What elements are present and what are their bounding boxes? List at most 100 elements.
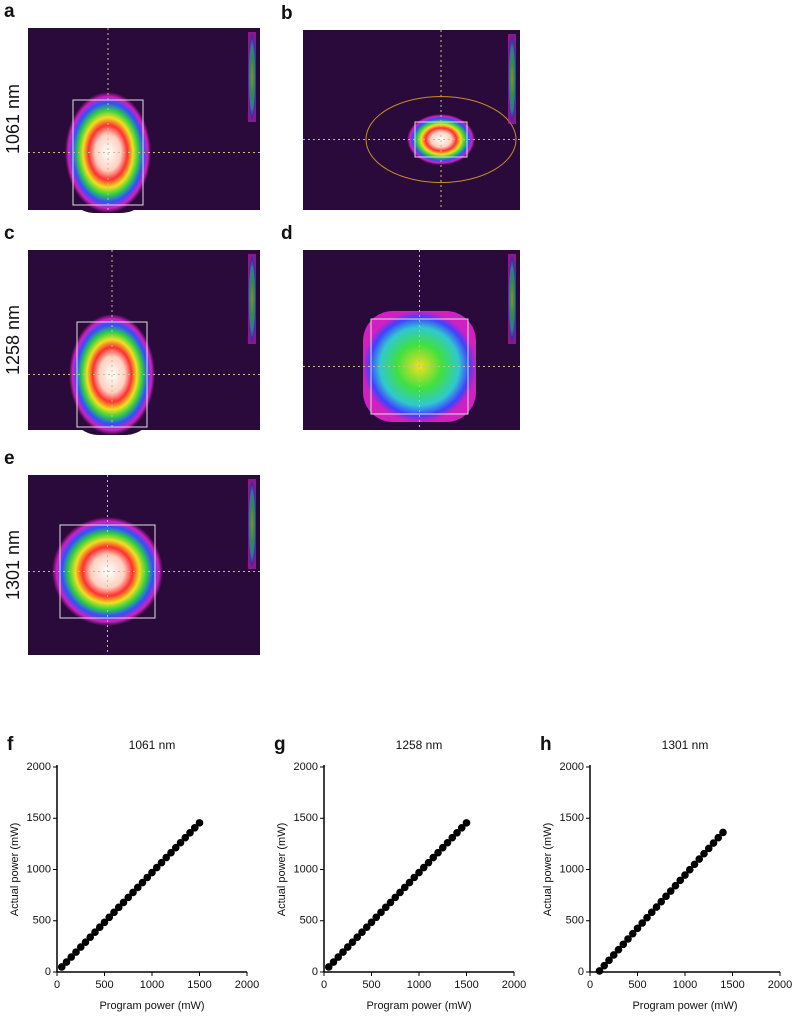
x-axis-label: Program power (mW) [366, 1000, 471, 1012]
data-point [57, 963, 66, 971]
data-point [157, 858, 166, 867]
data-point [685, 865, 694, 874]
x-tick-label: 1000 [407, 979, 431, 991]
panel-letter: d [281, 223, 293, 244]
x-tick-label: 1500 [720, 979, 744, 991]
data-point [643, 913, 651, 922]
data-point [429, 853, 438, 862]
x-tick-label: 1500 [454, 979, 478, 991]
x-tick-label: 500 [628, 979, 646, 991]
data-point [647, 908, 656, 917]
data-point [424, 858, 433, 867]
data-point [453, 829, 461, 837]
x-tick-label: 2000 [502, 979, 526, 991]
data-point [181, 833, 190, 842]
data-point [410, 873, 419, 882]
panel-letter: g [274, 734, 286, 755]
data-point [329, 958, 338, 966]
data-point [95, 923, 104, 932]
y-tick-label: 500 [566, 915, 584, 927]
data-point [719, 828, 727, 837]
data-point [72, 948, 80, 956]
data-point [434, 848, 442, 857]
data-point [105, 913, 114, 922]
data-point [334, 953, 343, 961]
data-point [619, 940, 628, 949]
chart-title: 1258 nm [396, 738, 443, 752]
y-tick-label: 0 [578, 966, 584, 978]
y-axis-label: Actual power (mW) [9, 823, 21, 917]
panel-letter: b [281, 3, 293, 24]
data-point [171, 843, 180, 852]
data-point [114, 903, 123, 912]
data-point [633, 924, 642, 933]
data-point [666, 887, 675, 895]
data-point [700, 849, 708, 858]
data-point [695, 855, 704, 863]
data-point [609, 951, 618, 959]
y-tick-label: 1500 [560, 812, 584, 824]
panel-letter: e [4, 448, 15, 469]
y-tick-label: 0 [312, 966, 318, 978]
y-tick-label: 2000 [27, 761, 51, 773]
y-tick-label: 1500 [27, 812, 51, 824]
data-point [419, 863, 428, 872]
data-point [186, 829, 194, 837]
data-point [86, 933, 95, 941]
data-point [133, 883, 142, 892]
x-tick-label: 0 [54, 979, 60, 991]
data-point [119, 898, 128, 907]
data-point [162, 853, 171, 862]
data-point [415, 868, 423, 877]
data-point [324, 963, 333, 971]
x-tick-label: 1500 [187, 979, 211, 991]
y-tick-label: 1500 [294, 812, 318, 824]
color-scale [248, 254, 256, 344]
data-point [690, 860, 699, 869]
row-label: 1258 nm [3, 305, 23, 375]
color-scale [508, 254, 516, 344]
data-point [657, 897, 666, 906]
x-axis-label: Program power (mW) [99, 1000, 204, 1012]
panel-letter: a [4, 1, 15, 22]
color-scale [248, 479, 256, 569]
data-point [152, 863, 161, 872]
data-point [704, 844, 713, 853]
data-point [167, 848, 175, 857]
x-tick-label: 500 [95, 979, 113, 991]
x-tick-label: 0 [321, 979, 327, 991]
data-point [110, 908, 118, 917]
data-point [91, 928, 99, 937]
row-label: 1301 nm [3, 530, 23, 600]
row-label: 1061 nm [3, 84, 23, 154]
data-point [709, 839, 718, 847]
data-point [624, 935, 632, 943]
y-tick-label: 1000 [27, 863, 51, 875]
data-point [190, 823, 199, 832]
panel-letter: f [7, 734, 14, 755]
data-point [362, 923, 371, 932]
data-point [76, 943, 85, 951]
data-point [638, 919, 647, 927]
data-point [81, 938, 90, 946]
y-tick-label: 500 [33, 915, 51, 927]
data-point [62, 958, 71, 966]
data-point [400, 883, 409, 892]
data-point [714, 833, 723, 842]
x-tick-label: 2000 [235, 979, 259, 991]
data-point [148, 868, 156, 877]
data-point [367, 918, 376, 927]
data-point [628, 929, 637, 938]
data-point [348, 938, 357, 946]
y-tick-label: 2000 [560, 761, 584, 773]
data-point [443, 838, 452, 847]
panel-letter: c [4, 223, 15, 244]
data-point [124, 893, 133, 902]
x-tick-label: 1000 [140, 979, 164, 991]
beam-spot [69, 314, 155, 435]
y-axis-label: Actual power (mW) [276, 823, 288, 917]
data-point [457, 823, 466, 832]
data-point [681, 871, 689, 879]
x-tick-label: 0 [587, 979, 593, 991]
